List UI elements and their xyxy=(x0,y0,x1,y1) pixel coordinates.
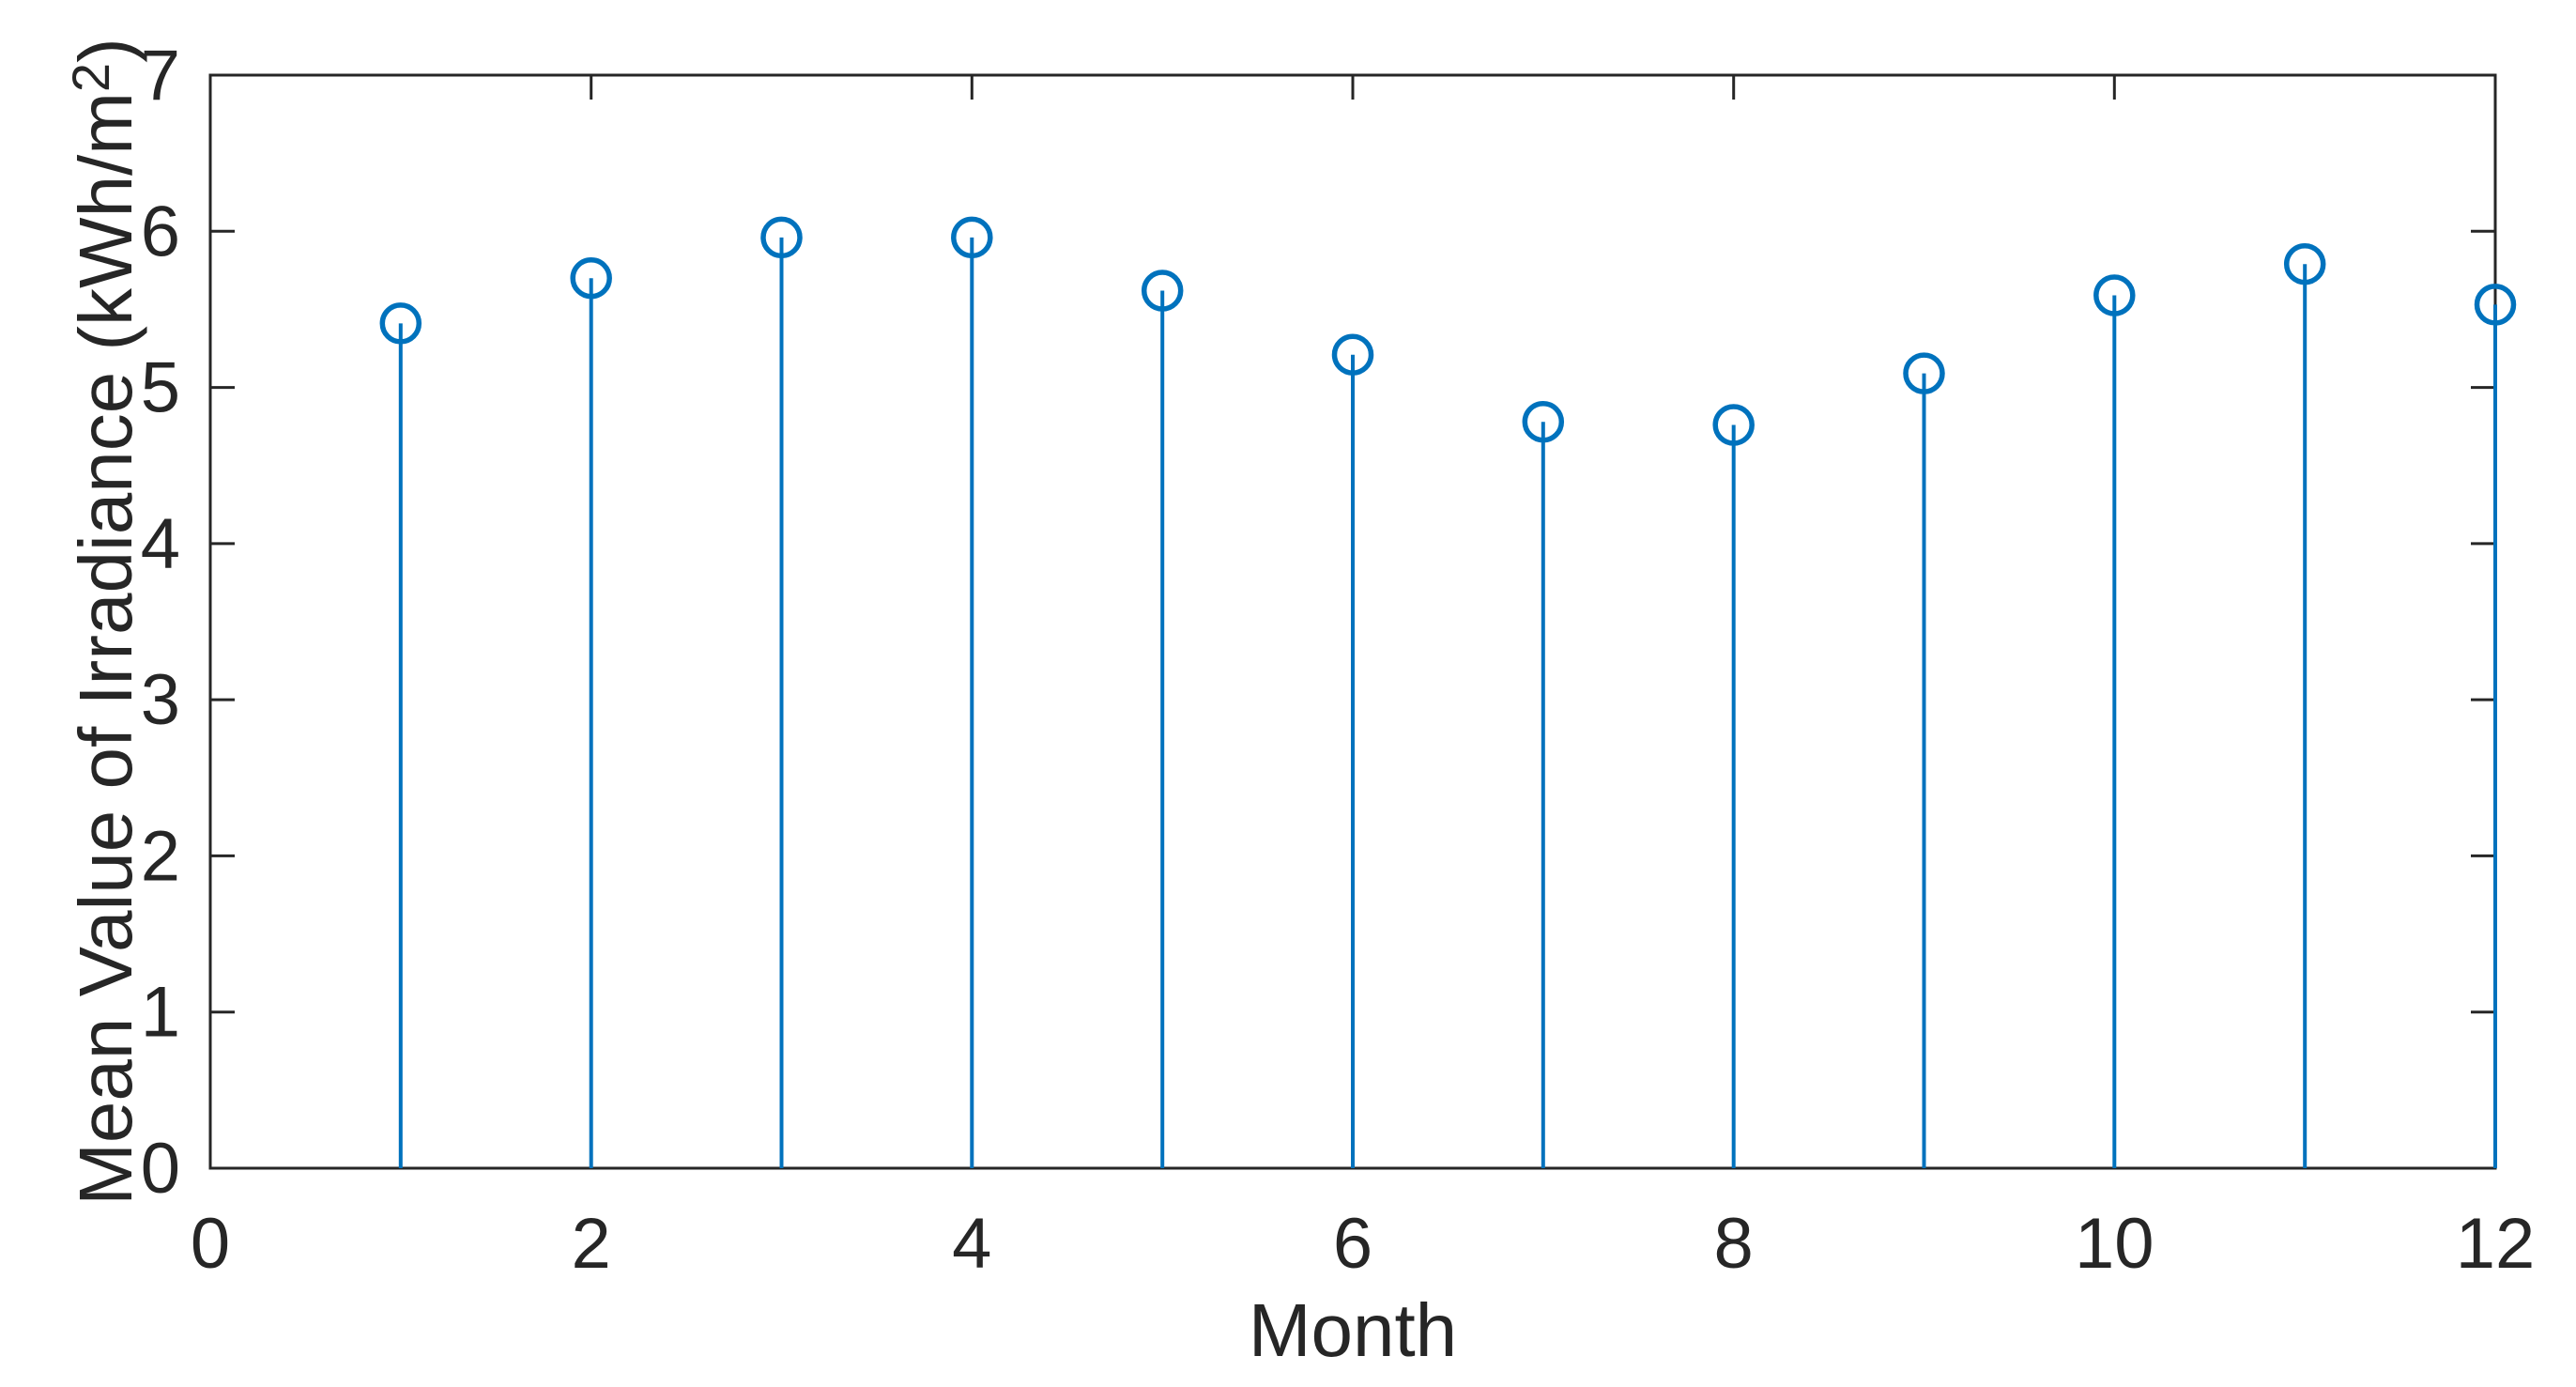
stem-month-12 xyxy=(2474,284,2517,1168)
y-tick-label-0: 0 xyxy=(141,1129,180,1209)
y-axis-label-close: ) xyxy=(64,38,147,63)
stem-series xyxy=(379,216,2517,1168)
stem-month-11 xyxy=(2283,242,2326,1168)
stem-marker-month-1 xyxy=(379,302,422,345)
x-tick-label-12: 12 xyxy=(2456,1204,2536,1284)
stem-month-2 xyxy=(570,256,612,1168)
stem-month-5 xyxy=(1141,270,1184,1168)
stem-month-9 xyxy=(1903,352,1945,1168)
stem-marker-month-10 xyxy=(2093,274,2136,316)
stem-month-1 xyxy=(379,302,422,1168)
stem-marker-month-12 xyxy=(2474,284,2517,326)
stem-marker-month-7 xyxy=(1522,400,1565,443)
stem-marker-month-9 xyxy=(1903,352,1945,394)
x-tick-label-6: 6 xyxy=(1333,1204,1372,1284)
x-tick-label-0: 0 xyxy=(191,1204,230,1284)
stem-marker-month-8 xyxy=(1712,404,1755,446)
x-tick-label-8: 8 xyxy=(1714,1204,1754,1284)
y-tick-label-4: 4 xyxy=(141,504,180,584)
y-tick-label-1: 1 xyxy=(141,973,180,1053)
stem-marker-month-3 xyxy=(760,216,803,259)
stem-month-6 xyxy=(1331,333,1374,1168)
stem-marker-month-5 xyxy=(1141,270,1184,312)
y-axis-label: Mean Value of Irradiance (kWh/m2) xyxy=(61,38,147,1205)
stem-marker-month-2 xyxy=(570,256,612,300)
x-tick-label-10: 10 xyxy=(2075,1204,2154,1284)
stem-month-10 xyxy=(2093,274,2136,1168)
y-axis-label-superscript: 2 xyxy=(61,63,120,92)
y-tick-label-6: 6 xyxy=(141,192,180,271)
stem-marker-month-11 xyxy=(2283,242,2326,285)
stem-month-7 xyxy=(1522,400,1565,1168)
stem-marker-month-4 xyxy=(951,216,993,259)
x-tick-label-4: 4 xyxy=(952,1204,991,1284)
y-axis-label-main: Mean Value of Irradiance (kWh/m xyxy=(64,92,147,1206)
y-tick-label-3: 3 xyxy=(141,660,180,740)
y-tick-label-7: 7 xyxy=(141,36,180,116)
x-tick-label-2: 2 xyxy=(572,1204,611,1284)
stem-month-3 xyxy=(760,216,803,1168)
x-axis-label: Month xyxy=(1249,1288,1457,1372)
stem-month-8 xyxy=(1712,404,1755,1168)
stem-marker-month-6 xyxy=(1331,333,1374,376)
y-tick-label-5: 5 xyxy=(141,348,180,428)
y-tick-label-2: 2 xyxy=(141,816,180,896)
stem-month-4 xyxy=(951,216,993,1168)
